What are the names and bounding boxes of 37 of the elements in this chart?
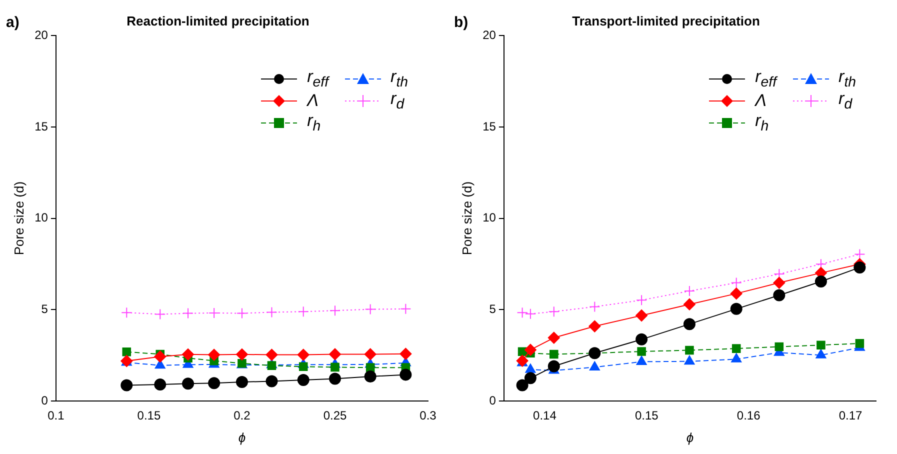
legend-label: r$_{th}$ bbox=[390, 67, 408, 91]
x-tick-label: 0.25 bbox=[323, 408, 347, 423]
x-tick-label: 0.2 bbox=[234, 408, 251, 423]
y-tick-label: 5 bbox=[41, 302, 48, 316]
y-tick-label: 10 bbox=[34, 210, 48, 225]
x-tick-label: 0.3 bbox=[420, 408, 437, 423]
legend-label: r$_{d}$ bbox=[838, 89, 852, 113]
x-tick-label: 0.14 bbox=[533, 408, 557, 423]
y-tick-label: 20 bbox=[34, 28, 48, 42]
legend-label: r$_{d}$ bbox=[390, 89, 404, 113]
x-axis-title: ϕ bbox=[238, 430, 246, 445]
legend-label: r$_{eff}$ bbox=[307, 67, 329, 91]
y-axis-title: Pore size (d) bbox=[459, 181, 474, 256]
y-tick-label: 5 bbox=[489, 302, 496, 316]
x-tick-label: 0.16 bbox=[736, 408, 761, 423]
x-tick-label: 0.15 bbox=[137, 408, 161, 423]
y-tick-label: 0 bbox=[41, 393, 48, 408]
y-tick-label: 20 bbox=[482, 28, 496, 42]
legend-label: r$_{th}$ bbox=[838, 67, 856, 91]
y-tick-label: 10 bbox=[482, 210, 496, 225]
x-tick-label: 0.15 bbox=[634, 408, 659, 423]
chart-title: Reaction-limited precipitation bbox=[126, 13, 310, 28]
text: a) bbox=[6, 14, 20, 31]
legend-label: r$_{h}$ bbox=[307, 111, 321, 135]
x-tick-label: 0.1 bbox=[48, 408, 65, 423]
legend-label: Λ bbox=[307, 91, 318, 111]
legend-label: Λ bbox=[755, 91, 766, 111]
x-axis-title: ϕ bbox=[686, 430, 694, 445]
y-tick-label: 0 bbox=[489, 393, 496, 408]
text: b) bbox=[454, 14, 468, 31]
legend-label: r$_{eff}$ bbox=[755, 67, 777, 91]
chart-title: Transport-limited precipitation bbox=[572, 13, 760, 28]
y-tick-label: 15 bbox=[34, 119, 48, 134]
y-axis-title: Pore size (d) bbox=[11, 181, 26, 256]
y-tick-label: 15 bbox=[482, 119, 496, 134]
x-tick-label: 0.17 bbox=[838, 408, 863, 423]
legend-label: r$_{h}$ bbox=[755, 111, 769, 135]
